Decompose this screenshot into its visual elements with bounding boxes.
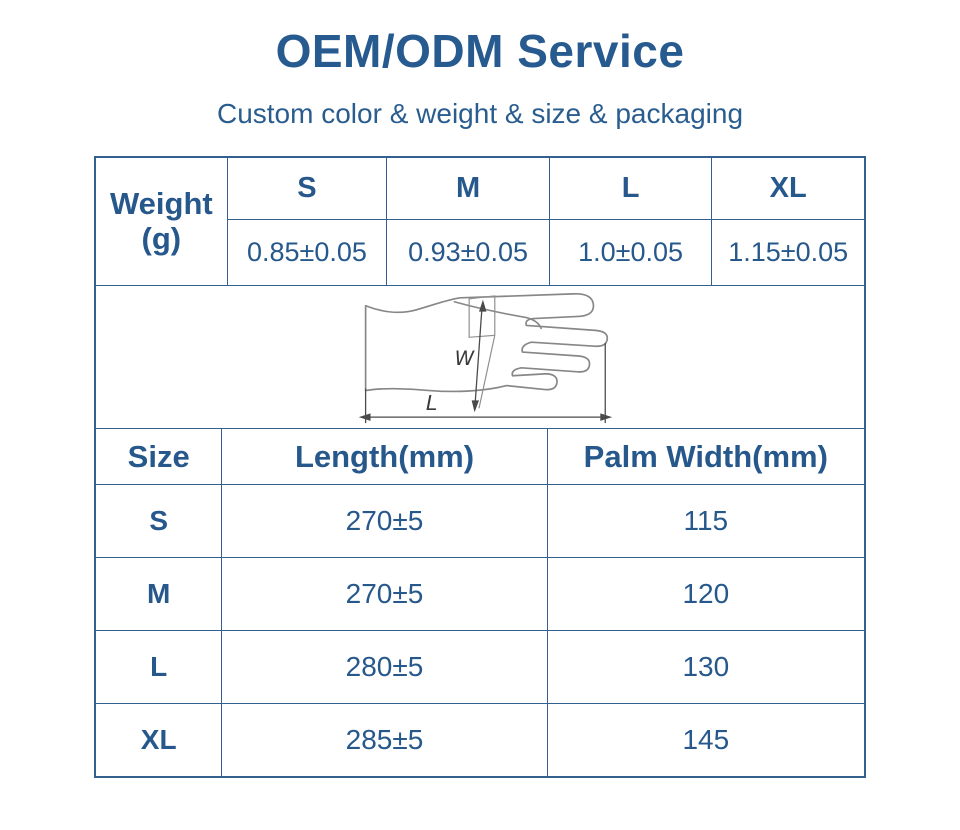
size-row-label-xl: XL <box>96 703 222 776</box>
glove-diagram: W L <box>358 293 613 424</box>
measure-plane <box>468 295 496 409</box>
weight-col-header-l: L <box>548 158 712 220</box>
size-header-palm-width: Palm Width(mm) <box>546 429 864 484</box>
size-table: Size Length(mm) Palm Width(mm) S 270±5 1… <box>96 429 864 776</box>
length-value-xl: 285±5 <box>221 703 547 776</box>
size-header-size: Size <box>127 438 190 474</box>
weight-row-header: Weight (g) <box>96 158 227 285</box>
length-dimension-line <box>358 343 613 424</box>
width-dimension-line <box>471 299 487 413</box>
weight-table: Weight (g) S M L XL 0.85±0.05 0.93±0.05 … <box>96 158 864 285</box>
weight-value-s: 0.85±0.05 <box>226 220 387 285</box>
palm-width-value-xl: 145 <box>546 703 864 776</box>
length-value-l: 280±5 <box>221 630 547 703</box>
size-row-label-s: S <box>96 484 222 557</box>
page-title: OEM/ODM Service <box>275 25 685 77</box>
glove-outline <box>364 293 609 393</box>
palm-width-value-l: 130 <box>546 630 864 703</box>
weight-value-m: 0.93±0.05 <box>386 220 549 285</box>
weight-value-xl: 1.15±0.05 <box>711 220 864 285</box>
weight-row-header-line2: (g) <box>141 220 182 256</box>
weight-row-header-line1: Weight <box>109 185 213 221</box>
weight-value-l: 1.0±0.05 <box>548 220 712 285</box>
palm-width-value-s: 115 <box>546 484 864 557</box>
weight-col-header-m: M <box>386 158 549 220</box>
size-row-label-m: M <box>96 557 222 630</box>
glove-diagram-cell: W L <box>96 285 864 429</box>
palm-width-value-m: 120 <box>546 557 864 630</box>
size-row-label-l: L <box>96 630 222 703</box>
page-subtitle: Custom color & weight & size & packaging <box>216 98 744 129</box>
glove-thumb-line <box>453 300 542 330</box>
spec-table: Weight (g) S M L XL 0.85±0.05 0.93±0.05 … <box>94 156 866 778</box>
length-value-s: 270±5 <box>221 484 547 557</box>
length-dimension-label: L <box>426 391 438 415</box>
weight-col-header-xl: XL <box>711 158 864 220</box>
length-value-m: 270±5 <box>221 557 547 630</box>
width-dimension-label: W <box>455 347 476 370</box>
size-header-length: Length(mm) <box>221 429 546 484</box>
weight-col-header-s: S <box>226 158 387 220</box>
